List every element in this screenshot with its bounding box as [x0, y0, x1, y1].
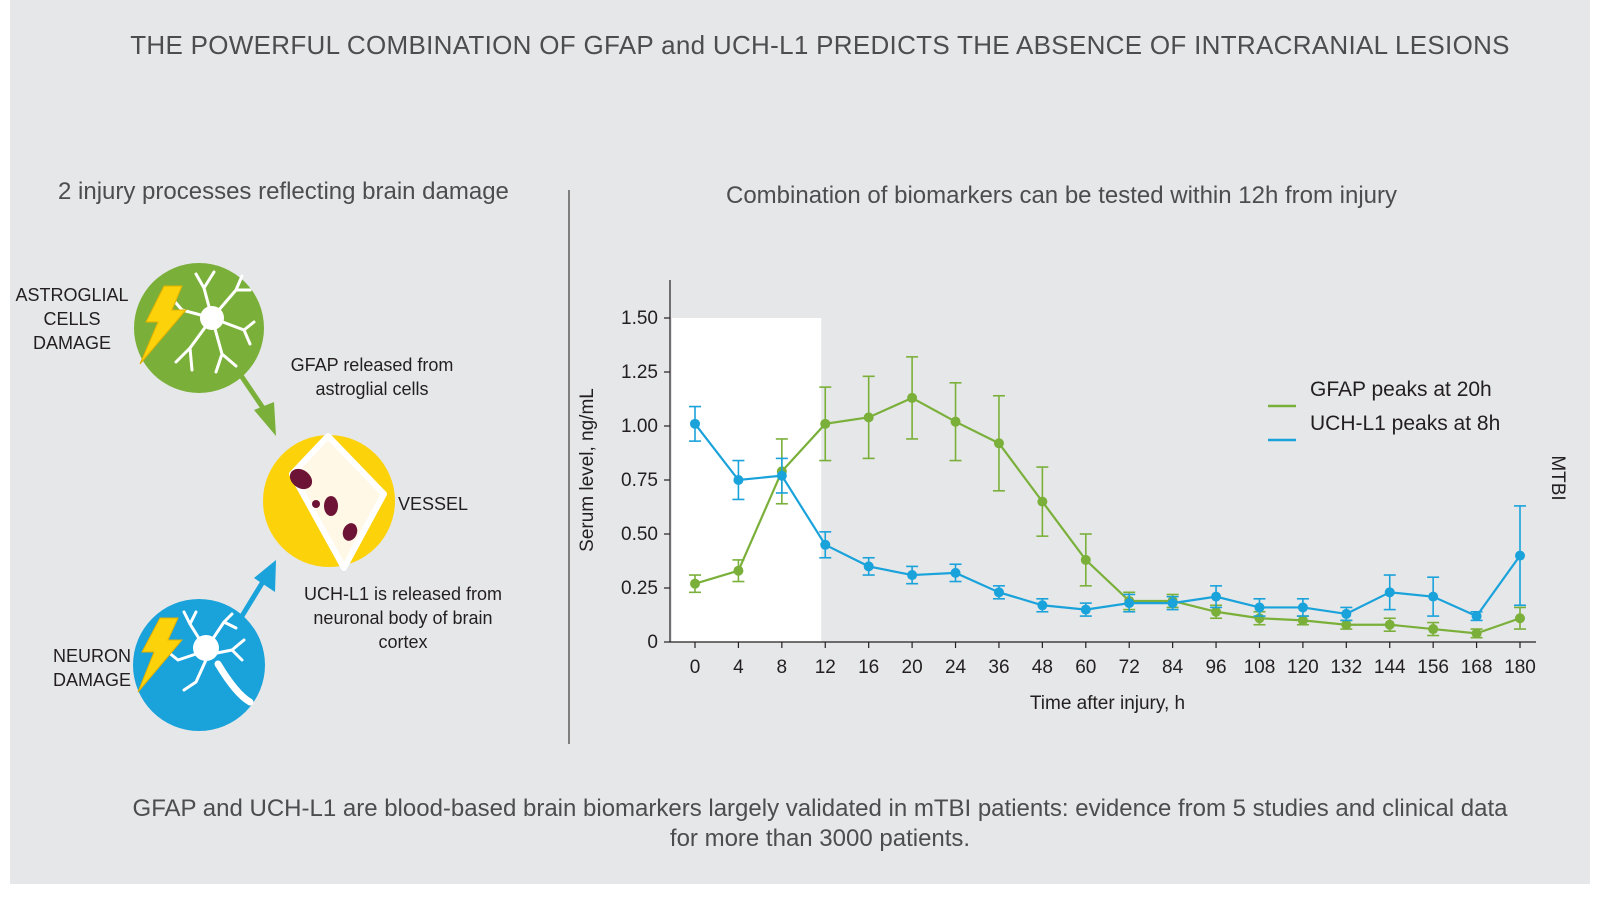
x-tick-label: 12 [815, 657, 836, 678]
y-tick-label: 1.50 [621, 308, 658, 329]
data-point [863, 412, 874, 423]
data-point [1297, 615, 1308, 626]
x-tick-label: 132 [1330, 657, 1362, 678]
x-tick-label: 96 [1205, 657, 1226, 678]
data-point [820, 418, 831, 429]
y-tick-label: 1.25 [621, 362, 658, 383]
data-point [776, 470, 787, 481]
footer-note: GFAP and UCH-L1 are blood-based brain bi… [132, 795, 1508, 852]
data-point [1471, 611, 1482, 622]
x-tick-label: 0 [690, 657, 701, 678]
x-tick-label: 8 [777, 657, 788, 678]
x-tick-label: 24 [945, 657, 967, 678]
data-point [1384, 619, 1395, 630]
x-tick-label: 144 [1374, 657, 1406, 678]
data-point [1124, 598, 1135, 609]
data-point [1080, 604, 1091, 615]
data-point [1515, 550, 1525, 561]
x-axis-label: Time after injury, h [1030, 693, 1185, 714]
data-point [1037, 496, 1048, 507]
series-line [694, 396, 1521, 635]
legend-label: UCH-L1 peaks at 8h [1310, 412, 1500, 435]
gfap-release-label: GFAP released from astroglial cells [290, 355, 454, 399]
injury-illustration [133, 263, 395, 731]
data-point [993, 587, 1004, 598]
lightning-icon [139, 285, 188, 365]
y-tick-label: 0.75 [621, 470, 658, 491]
data-point [1297, 602, 1308, 613]
data-point [1167, 598, 1178, 609]
legend-label: GFAP peaks at 20h [1310, 378, 1492, 401]
series-line [694, 423, 1521, 618]
data-point [907, 392, 918, 403]
data-point [690, 578, 700, 589]
data-point [907, 570, 918, 581]
x-tick-label: 4 [733, 657, 744, 678]
left-heading: 2 injury processes reflecting brain dama… [58, 178, 509, 205]
x-tick-label: 120 [1287, 657, 1319, 678]
vessel-label: VESSEL [398, 494, 469, 514]
y-tick-label: 0 [647, 632, 658, 653]
lightning-icon [137, 617, 184, 693]
x-tick-label: 72 [1119, 657, 1140, 678]
x-tick-label: 48 [1032, 657, 1053, 678]
chart-series [689, 356, 1526, 639]
data-point [1037, 600, 1048, 611]
data-point [1428, 624, 1439, 635]
data-point [690, 418, 700, 429]
section-divider [568, 190, 570, 744]
y-axis-label: Serum level, ng/mL [577, 388, 598, 552]
blue-arrow-icon [239, 560, 276, 618]
series-uchl1 [689, 405, 1526, 622]
x-tick-label: 60 [1075, 657, 1096, 678]
data-point [950, 416, 961, 427]
data-point [993, 438, 1004, 449]
data-point [1211, 591, 1222, 602]
astroglial-label: ASTROGLIAL CELLS DAMAGE [15, 285, 129, 353]
vessel-icon [263, 433, 395, 571]
x-tick-label: 36 [988, 657, 1009, 678]
y-axis: 0 0.25 0.50 0.75 1.00 1.25 1.50 [621, 280, 671, 653]
data-point [950, 567, 961, 578]
uchl1-release-label: UCH-L1 is released from neuronal body of… [303, 584, 503, 652]
y-tick-label: 0.25 [621, 578, 658, 599]
data-point [1211, 606, 1222, 617]
x-tick-label: 168 [1461, 657, 1493, 678]
data-point [1428, 591, 1439, 602]
chart-heading: Combination of biomarkers can be tested … [726, 182, 1397, 209]
data-point [1080, 554, 1091, 565]
x-tick-label: 180 [1504, 657, 1536, 678]
data-point [863, 561, 874, 572]
data-point [1471, 628, 1482, 639]
data-point [733, 565, 744, 576]
data-point [1254, 602, 1265, 613]
data-point [820, 539, 831, 550]
data-point [1341, 608, 1352, 619]
y-tick-label: 0.50 [621, 524, 658, 545]
x-tick-label: 16 [858, 657, 879, 678]
data-point [1341, 619, 1352, 630]
neuron-damage-label: NEURON DAMAGE [52, 646, 131, 690]
data-point [733, 475, 744, 485]
x-axis: 0 4 8 12 16 20 24 36 48 60 72 84 96 108 120 132 144 156 16… [670, 641, 1536, 678]
mtbi-side-label: MTBI [1547, 455, 1568, 500]
green-arrow-icon [237, 372, 276, 436]
x-tick-label: 156 [1417, 657, 1449, 678]
page-title: THE POWERFUL COMBINATION OF GFAP and UCH… [130, 30, 1510, 60]
x-tick-label: 84 [1162, 657, 1184, 678]
x-tick-label: 20 [902, 657, 923, 678]
chart-legend: GFAP peaks at 20h UCH-L1 peaks at 8h [1268, 378, 1500, 442]
y-tick-label: 1.00 [621, 416, 658, 437]
x-tick-label: 108 [1244, 657, 1276, 678]
data-point [1515, 613, 1525, 624]
data-point [1384, 587, 1395, 598]
